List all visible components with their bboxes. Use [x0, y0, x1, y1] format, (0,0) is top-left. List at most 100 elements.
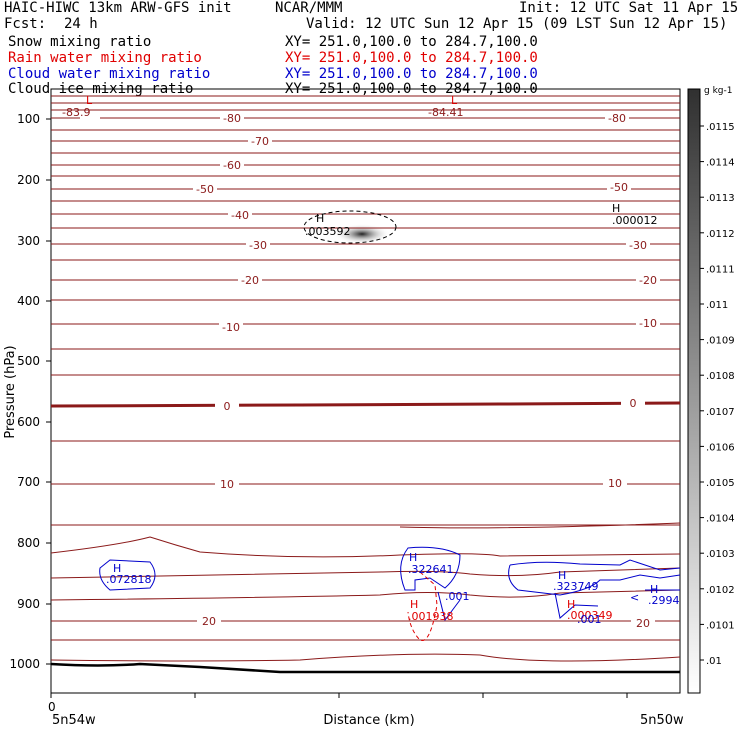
isotherms [50, 95, 681, 662]
fcst-label: Fcst: [4, 16, 47, 32]
annotation-label: .322641 [408, 563, 454, 576]
isotherm-label: -30 [249, 239, 267, 252]
isotherm-label: 10 [220, 478, 234, 491]
annotation-label: L [86, 94, 93, 107]
annotation-label: .001938 [408, 610, 454, 623]
y-tick-label: 300 [17, 234, 40, 248]
x-tick-zero: 0 [48, 700, 56, 714]
annotation-label: .2994 [648, 594, 680, 607]
colorbar-label: .0108 [706, 371, 735, 382]
isotherm-label-bg [238, 275, 262, 286]
isotherm-label: -20 [639, 274, 657, 287]
colorbar-label: .0106 [706, 442, 735, 453]
annotation-label: .001 [445, 590, 470, 603]
cloud-water-contour [508, 559, 681, 596]
isotherm-label-bg [636, 318, 660, 329]
annotation-label: L [451, 94, 458, 107]
colorbar-label: .0114 [706, 158, 735, 169]
isotherm-label: -60 [223, 159, 241, 172]
y-tick-label: 1000 [9, 657, 40, 671]
cloud-water-contour [437, 591, 461, 622]
annotation-label: H [567, 598, 575, 611]
colorbar-label: .0102 [706, 585, 735, 596]
isotherm-label: 0 [630, 397, 637, 410]
colorbar-label: .0115 [706, 122, 735, 133]
cloud-water-contour [554, 592, 599, 619]
isotherm-label: 10 [608, 477, 622, 490]
annotation-label: H [558, 569, 566, 582]
isotherm-label-bg [228, 210, 252, 221]
isotherm-label: -50 [610, 181, 628, 194]
init-label: Init: 12 UTC Sat 11 Apr 15 [519, 0, 739, 16]
field-snow-xy: XY= 251.0,100.0 to 284.7,100.0 [285, 34, 538, 50]
plot-frame [50, 88, 681, 694]
y-tick-label: 800 [17, 536, 40, 550]
isotherm-label-bg [603, 478, 627, 489]
annotation-label: H [650, 583, 658, 596]
y-tick-label: 400 [17, 294, 40, 308]
colorbar-label: .0105 [706, 478, 735, 489]
isotherm-line [50, 536, 681, 558]
colorbar-label: .0109 [706, 336, 735, 347]
isotherm-label-bg [246, 240, 270, 251]
colorbar-label: .0111 [706, 264, 735, 275]
y-tick-label: 600 [17, 415, 40, 429]
isotherm-label: 20 [636, 617, 650, 630]
snow-contour [303, 210, 397, 244]
isotherm-line [50, 653, 681, 662]
annotation-label: .001 [577, 613, 602, 626]
isotherm-label-bg [636, 275, 660, 286]
isotherm-label: -80 [608, 112, 626, 125]
isotherm-line-zero [50, 401, 681, 408]
y-axis: 100 200 300 400 500 600 700 800 900 1000 [9, 112, 51, 671]
x-right-label: 5n50w [640, 713, 684, 728]
snow-shading [334, 224, 390, 244]
colorbar [687, 88, 701, 694]
isotherm-label: -50 [196, 183, 214, 196]
isotherm-label-bg [220, 160, 244, 171]
annotation-label: H [316, 212, 324, 225]
isotherm-label: -30 [629, 239, 647, 252]
y-tick-label: 100 [17, 112, 40, 126]
field-rain-xy: XY= 251.0,100.0 to 284.7,100.0 [285, 50, 538, 66]
isotherm-label-bg [215, 401, 239, 412]
isotherm-line [399, 522, 681, 529]
annotation-label: .000349 [567, 609, 613, 622]
isotherm-label: -10 [639, 317, 657, 330]
colorbar-label: .0112 [706, 229, 735, 240]
annotation-label: H [113, 562, 121, 575]
isotherm-line [50, 589, 681, 601]
isotherm-label-bg [607, 182, 631, 193]
isotherm-label: -40 [231, 209, 249, 222]
colorbar-label: .0101 [706, 620, 735, 631]
x-left-label: 5n54w [52, 713, 96, 728]
isotherm-label-bg [631, 618, 655, 629]
annotation-label: H [410, 598, 418, 611]
annotation-label: .323749 [553, 580, 599, 593]
x-axis-label: Distance (km) [323, 713, 414, 728]
valid-label: Valid: 12 UTC Sun 12 Apr 15 (09 LST Sun … [306, 16, 728, 32]
y-tick-label: 900 [17, 597, 40, 611]
isotherm-line [50, 567, 681, 579]
model-title: HAIC-HIWC 13km ARW-GFS init [4, 0, 232, 16]
cloud-water-contours [99, 546, 681, 622]
colorbar-label: .01 [706, 656, 722, 667]
isotherm-label-bg [193, 184, 217, 195]
isotherm-label-bg [220, 113, 244, 124]
isotherm-label: -10 [222, 321, 240, 334]
isotherm-label-bg [605, 113, 629, 124]
field-cloudwater-xy: XY= 251.0,100.0 to 284.7,100.0 [285, 66, 538, 82]
cloud-water-contour [400, 546, 461, 591]
isotherm-label: -20 [241, 274, 259, 287]
terrain-line [50, 662, 680, 674]
isotherm-label-bg [215, 479, 239, 490]
isotherm-label: 0 [224, 400, 231, 413]
field-snow-name: Snow mixing ratio [8, 34, 152, 50]
annotation-label: < [630, 591, 639, 604]
x-axis [50, 693, 628, 698]
colorbar-label: .011 [706, 300, 728, 311]
colorbar-label: .0103 [706, 549, 735, 560]
cloud-water-contour [99, 559, 156, 591]
colorbar-labels: .0115 .0114 .0113 .0112 .0111 .011 .0109 .0108.… [700, 122, 735, 667]
